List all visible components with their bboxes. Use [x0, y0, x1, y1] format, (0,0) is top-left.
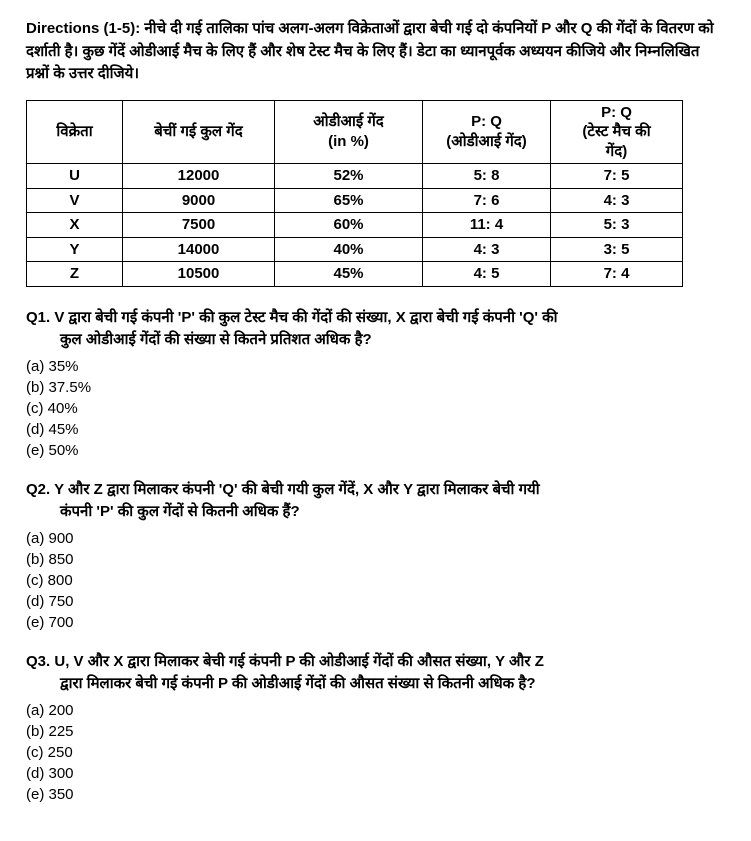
table-cell: V	[27, 188, 123, 213]
table-cell: U	[27, 164, 123, 189]
question-number: Q3.	[26, 653, 54, 670]
th-4-line1: P: Q	[559, 103, 674, 123]
table-cell: 4: 3	[423, 237, 551, 262]
question-stem-line1: Q3. U, V और X द्वारा मिलाकर बेची गई कंपन…	[26, 651, 725, 674]
directions-block: Directions (1-5): नीचे दी गई तालिका पांच…	[26, 18, 725, 86]
question-stem-line2: कुल ओडीआई गेंदों की संख्या से कितने प्रत…	[26, 329, 725, 352]
table-header-row: विक्रेता बेचीं गई कुल गेंद ओडीआई गेंद (i…	[27, 100, 683, 164]
question-stem: Q3. U, V और X द्वारा मिलाकर बेची गई कंपन…	[26, 651, 725, 696]
question-number: Q1.	[26, 309, 54, 326]
option: (d) 300	[26, 763, 725, 784]
table-cell: 7: 6	[423, 188, 551, 213]
th-0: विक्रेता	[27, 100, 123, 164]
question-number: Q2.	[26, 481, 54, 498]
question-stem-line2: द्वारा मिलाकर बेची गई कंपनी P की ओडीआई ग…	[26, 673, 725, 696]
option: (a) 200	[26, 700, 725, 721]
question-block: Q3. U, V और X द्वारा मिलाकर बेची गई कंपन…	[26, 651, 725, 805]
table-cell: 52%	[275, 164, 423, 189]
table-cell: 5: 8	[423, 164, 551, 189]
th-1: बेचीं गई कुल गेंद	[123, 100, 275, 164]
option: (c) 250	[26, 742, 725, 763]
question-block: Q1. V द्वारा बेची गई कंपनी 'P' की कुल टे…	[26, 307, 725, 461]
option: (d) 45%	[26, 419, 725, 440]
table-cell: 60%	[275, 213, 423, 238]
table-cell: 9000	[123, 188, 275, 213]
table-cell: 3: 5	[551, 237, 683, 262]
question-stem-line1: Q2. Y और Z द्वारा मिलाकर कंपनी 'Q' की बे…	[26, 479, 725, 502]
question-stem-line1: Q1. V द्वारा बेची गई कंपनी 'P' की कुल टे…	[26, 307, 725, 330]
question-stem: Q1. V द्वारा बेची गई कंपनी 'P' की कुल टे…	[26, 307, 725, 352]
option: (a) 900	[26, 528, 725, 549]
questions-container: Q1. V द्वारा बेची गई कंपनी 'P' की कुल टे…	[26, 307, 725, 805]
option: (c) 40%	[26, 398, 725, 419]
th-4-line3: गेंद)	[559, 142, 674, 162]
table-row: V900065%7: 64: 3	[27, 188, 683, 213]
option: (c) 800	[26, 570, 725, 591]
question-stem: Q2. Y और Z द्वारा मिलाकर कंपनी 'Q' की बे…	[26, 479, 725, 524]
th-4-line2: (टेस्ट मैच की	[559, 122, 674, 142]
table-cell: 10500	[123, 262, 275, 287]
table-cell: 4: 5	[423, 262, 551, 287]
table-row: Z1050045%4: 57: 4	[27, 262, 683, 287]
table-cell: Y	[27, 237, 123, 262]
option: (b) 850	[26, 549, 725, 570]
th-2-line1: ओडीआई गेंद	[283, 112, 414, 132]
table-cell: 5: 3	[551, 213, 683, 238]
table-cell: 11: 4	[423, 213, 551, 238]
question-block: Q2. Y और Z द्वारा मिलाकर कंपनी 'Q' की बे…	[26, 479, 725, 633]
option: (e) 50%	[26, 440, 725, 461]
th-3-line1: P: Q	[431, 112, 542, 132]
table-cell: 7: 4	[551, 262, 683, 287]
table-row: Y1400040%4: 33: 5	[27, 237, 683, 262]
option: (a) 35%	[26, 356, 725, 377]
table-cell: 7500	[123, 213, 275, 238]
th-3: P: Q (ओडीआई गेंद)	[423, 100, 551, 164]
table-cell: 45%	[275, 262, 423, 287]
options-list: (a) 35%(b) 37.5%(c) 40%(d) 45%(e) 50%	[26, 356, 725, 461]
th-2: ओडीआई गेंद (in %)	[275, 100, 423, 164]
data-table: विक्रेता बेचीं गई कुल गेंद ओडीआई गेंद (i…	[26, 100, 683, 287]
option: (e) 350	[26, 784, 725, 805]
option: (d) 750	[26, 591, 725, 612]
option: (e) 700	[26, 612, 725, 633]
question-stem-line2: कंपनी 'P' की कुल गेंदों से कितनी अधिक है…	[26, 501, 725, 524]
th-3-line2: (ओडीआई गेंद)	[431, 132, 542, 152]
directions-label: Directions (1-5):	[26, 20, 144, 37]
table-body: U1200052%5: 87: 5V900065%7: 64: 3X750060…	[27, 164, 683, 287]
th-2-line2: (in %)	[283, 132, 414, 152]
table-cell: Z	[27, 262, 123, 287]
table-row: U1200052%5: 87: 5	[27, 164, 683, 189]
option: (b) 37.5%	[26, 377, 725, 398]
option: (b) 225	[26, 721, 725, 742]
table-cell: X	[27, 213, 123, 238]
table-cell: 14000	[123, 237, 275, 262]
table-row: X750060%11: 45: 3	[27, 213, 683, 238]
table-cell: 12000	[123, 164, 275, 189]
table-cell: 65%	[275, 188, 423, 213]
th-4: P: Q (टेस्ट मैच की गेंद)	[551, 100, 683, 164]
table-cell: 40%	[275, 237, 423, 262]
table-cell: 4: 3	[551, 188, 683, 213]
options-list: (a) 200(b) 225(c) 250(d) 300(e) 350	[26, 700, 725, 805]
options-list: (a) 900(b) 850(c) 800(d) 750(e) 700	[26, 528, 725, 633]
table-cell: 7: 5	[551, 164, 683, 189]
